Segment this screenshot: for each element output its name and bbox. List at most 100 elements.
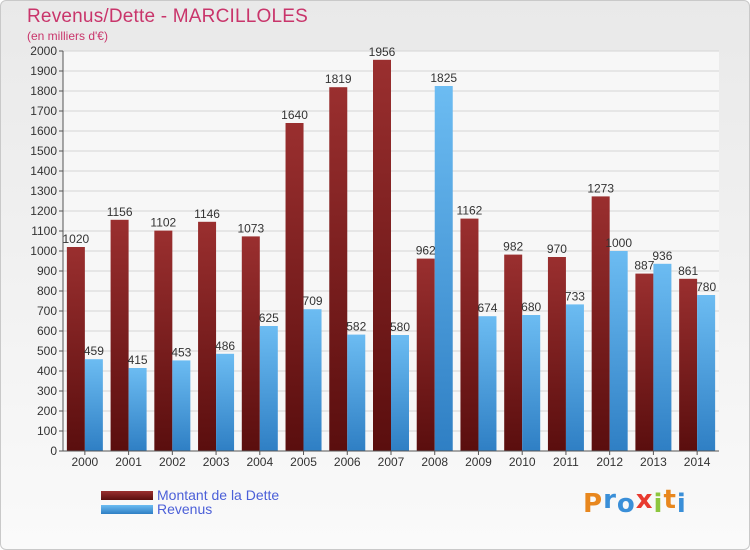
proxiti-logo: Proxiti	[583, 485, 687, 519]
logo-letter: i	[653, 489, 664, 519]
data-label-debt-2000: 1020	[63, 232, 90, 246]
bar-debt-2002	[154, 230, 173, 451]
bar-revenue-2002	[172, 360, 191, 451]
bar-revenue-2013	[653, 263, 672, 451]
bar-revenue-2000	[84, 359, 103, 451]
x-tick-label-2002: 2002	[159, 455, 186, 469]
bar-revenue-2014	[697, 295, 716, 451]
x-tick-label-2013: 2013	[640, 455, 667, 469]
data-label-revenue-2005: 709	[303, 294, 323, 308]
data-label-debt-2007: 1956	[369, 45, 396, 59]
y-tick-label: 1900	[30, 64, 57, 78]
x-tick-label-2003: 2003	[203, 455, 230, 469]
x-tick-label-2012: 2012	[596, 455, 623, 469]
data-label-revenue-2003: 486	[215, 339, 235, 353]
bar-debt-2013	[635, 273, 654, 451]
bar-debt-2005	[285, 123, 304, 451]
x-tick-label-2011: 2011	[553, 455, 579, 469]
x-tick-label-2004: 2004	[246, 455, 273, 469]
x-tick-label-2006: 2006	[334, 455, 361, 469]
y-tick-label: 700	[37, 304, 57, 318]
y-tick-label: 300	[37, 384, 57, 398]
logo-letter: r	[603, 485, 617, 515]
bar-debt-2001	[110, 219, 129, 451]
logo-letter: t	[663, 485, 677, 515]
data-label-revenue-2012: 1000	[605, 236, 632, 250]
data-label-debt-2004: 1073	[237, 221, 264, 235]
logo-letter: o	[616, 489, 636, 519]
data-label-revenue-2011: 733	[565, 289, 585, 303]
data-label-debt-2011: 970	[547, 242, 567, 256]
bar-debt-2010	[504, 254, 523, 451]
x-tick-label-2009: 2009	[465, 455, 492, 469]
bar-debt-2008	[416, 258, 435, 451]
y-tick-label: 1100	[31, 224, 57, 238]
data-label-debt-2012: 1273	[587, 181, 614, 195]
y-tick-label: 1300	[30, 184, 57, 198]
y-tick-label: 800	[37, 284, 57, 298]
logo-letter: P	[583, 489, 604, 519]
y-tick-label: 1700	[30, 104, 57, 118]
y-tick-label: 100	[37, 424, 57, 438]
legend-label-revenue: Revenus	[157, 501, 213, 517]
x-tick-label-2014: 2014	[684, 455, 711, 469]
bar-revenue-2007	[391, 335, 409, 451]
y-tick-label: 1500	[30, 144, 57, 158]
legend-label-debt: Montant de la Dette	[157, 487, 280, 503]
bar-debt-2006	[329, 87, 348, 451]
data-label-revenue-2009: 674	[477, 301, 497, 315]
data-label-debt-2002: 1102	[150, 216, 176, 230]
bar-debt-2007	[373, 59, 391, 452]
legend-swatch-revenue	[101, 505, 153, 514]
data-label-debt-2003: 1146	[194, 207, 220, 221]
x-tick-label-2008: 2008	[421, 455, 448, 469]
data-label-revenue-2013: 936	[652, 249, 672, 263]
data-label-debt-2001: 1156	[107, 205, 133, 219]
y-tick-label: 2000	[30, 44, 57, 58]
legend-swatch-debt	[101, 491, 153, 500]
bar-revenue-2006	[347, 334, 366, 451]
x-tick-label-2007: 2007	[378, 455, 405, 469]
y-tick-label: 900	[37, 264, 57, 278]
data-label-debt-2005: 1640	[281, 108, 308, 122]
data-label-revenue-2007: 580	[390, 320, 410, 334]
bar-revenue-2012	[609, 251, 628, 451]
y-tick-label: 0	[50, 444, 57, 458]
data-label-revenue-2004: 625	[259, 311, 279, 325]
bar-revenue-2005	[303, 309, 322, 451]
bar-debt-2009	[460, 218, 479, 451]
bar-debt-2012	[591, 196, 610, 451]
data-label-debt-2013: 887	[634, 259, 654, 273]
data-label-revenue-2010: 680	[521, 300, 541, 314]
x-tick-label-2005: 2005	[290, 455, 317, 469]
logo-letter: x	[635, 485, 654, 515]
x-tick-label-2010: 2010	[509, 455, 536, 469]
y-tick-label: 600	[37, 324, 57, 338]
bar-debt-2003	[198, 221, 217, 451]
bar-revenue-2011	[565, 304, 584, 451]
data-label-revenue-2008: 1825	[430, 71, 457, 85]
bar-debt-2004	[241, 236, 260, 451]
data-label-revenue-2006: 582	[346, 320, 366, 334]
y-tick-label: 1800	[30, 84, 57, 98]
bar-debt-2011	[547, 257, 566, 451]
data-label-debt-2006: 1819	[325, 72, 352, 86]
data-label-revenue-2002: 453	[171, 345, 191, 359]
y-tick-label: 1200	[30, 204, 57, 218]
y-tick-label: 1400	[30, 164, 57, 178]
y-tick-label: 500	[37, 344, 57, 358]
logo-letter: i	[676, 489, 687, 519]
chart-subtitle: (en milliers d'€)	[27, 29, 108, 43]
bar-revenue-2001	[128, 368, 147, 451]
y-tick-label: 1600	[30, 124, 57, 138]
data-label-revenue-2014: 780	[696, 280, 716, 294]
x-tick-label-2001: 2001	[115, 455, 142, 469]
y-tick-label: 200	[37, 404, 57, 418]
chart-title: Revenus/Dette - MARCILLOLES	[27, 6, 309, 27]
y-tick-label: 1000	[30, 244, 57, 258]
bar-revenue-2008	[434, 86, 453, 451]
bar-debt-2000	[66, 247, 85, 451]
x-tick-label-2000: 2000	[72, 455, 99, 469]
